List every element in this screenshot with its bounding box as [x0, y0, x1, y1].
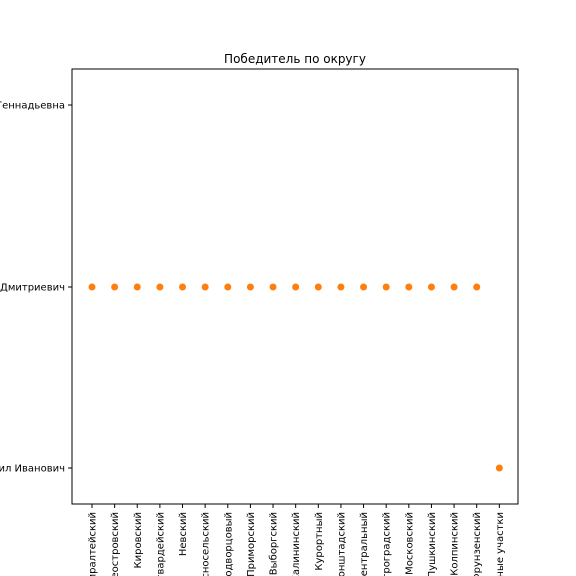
x-tick-label: Пушкинский — [427, 512, 438, 576]
data-point — [495, 464, 503, 472]
x-tick-label: Кировский — [133, 512, 144, 569]
data-point — [201, 283, 209, 291]
data-point — [314, 283, 322, 291]
x-tick-label: Московский — [404, 512, 415, 575]
x-tick-label: Фрунзенский — [472, 512, 483, 576]
data-point — [427, 283, 435, 291]
data-point — [382, 283, 390, 291]
data-point — [405, 283, 413, 291]
x-tick-label: Курортный — [314, 512, 325, 571]
x-tick-label: Выборгский — [269, 512, 280, 575]
x-tick-label: Центральный — [359, 512, 370, 576]
data-point — [133, 283, 141, 291]
x-tick-label: Приморский — [246, 512, 257, 576]
x-tick-label: Кронштадский — [336, 512, 347, 576]
data-point — [156, 283, 164, 291]
data-point — [179, 283, 187, 291]
x-tick-label: Зарубежные участки — [495, 512, 506, 576]
data-point — [111, 283, 119, 291]
data-point — [450, 283, 458, 291]
data-point — [246, 283, 254, 291]
x-tick-label: Петродворцовый — [223, 512, 234, 576]
data-point — [292, 283, 300, 291]
x-tick-label: Колпинский — [450, 512, 461, 576]
data-point — [337, 283, 345, 291]
x-tick-label: Калининский — [291, 512, 302, 576]
x-tick-label: Красногвардейский — [155, 512, 166, 576]
y-tick-label: Владимир Дмитриевич — [0, 283, 65, 294]
data-point — [224, 283, 232, 291]
x-tick-label: Адмиралтейский — [88, 512, 99, 576]
y-tick-label: Михаил Иванович — [0, 464, 65, 475]
data-point — [88, 283, 96, 291]
chart-title: Победитель по округу — [224, 52, 366, 66]
y-tick-label: Ирина Геннадьевна — [0, 101, 65, 112]
data-point — [473, 283, 481, 291]
data-point — [360, 283, 368, 291]
plot-frame — [71, 68, 519, 505]
x-tick-label: Невский — [178, 512, 189, 556]
data-point — [269, 283, 277, 291]
x-tick-label: Василеостровский — [110, 512, 121, 576]
x-tick-label: Красносельский — [201, 512, 212, 576]
x-tick-label: Петроградский — [382, 512, 393, 576]
